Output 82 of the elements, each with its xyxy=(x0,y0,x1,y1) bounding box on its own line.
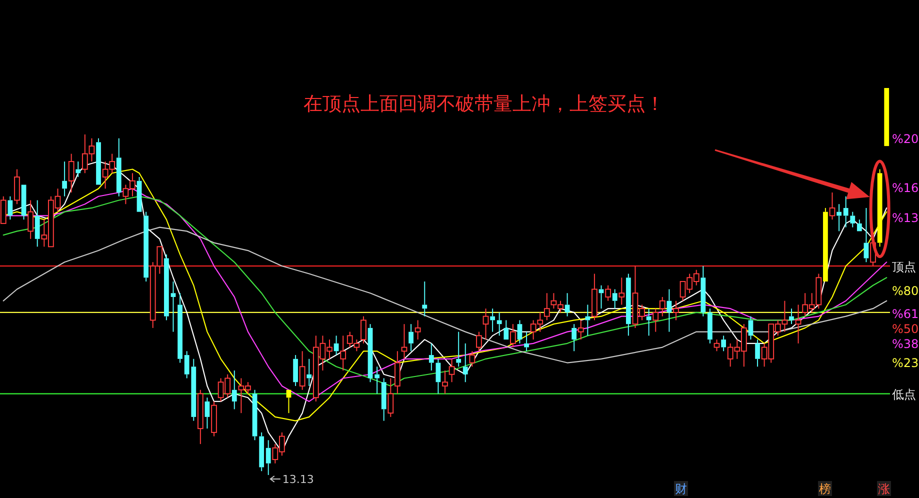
candlestick xyxy=(578,320,584,340)
ref-line-label: 顶点 xyxy=(892,260,916,274)
candlestick xyxy=(517,320,522,344)
candlestick xyxy=(626,273,631,336)
candlestick xyxy=(381,378,386,422)
candlestick xyxy=(144,211,149,282)
candlestick xyxy=(652,308,659,332)
text: 涨 xyxy=(878,482,890,496)
candlestick xyxy=(646,308,652,336)
candlestick xyxy=(252,389,258,441)
candlestick xyxy=(414,320,421,340)
candlestick xyxy=(612,288,618,310)
candlestick xyxy=(394,350,400,394)
candlestick xyxy=(232,370,237,410)
candlestick xyxy=(388,378,394,418)
text: %50 xyxy=(892,322,919,336)
candlestick xyxy=(864,207,869,263)
candlestick xyxy=(755,339,760,368)
text: %13 xyxy=(892,211,919,225)
candlestick xyxy=(462,342,468,383)
candlestick xyxy=(789,308,794,325)
candlestick xyxy=(259,432,264,472)
candlestick xyxy=(456,331,462,368)
candlestick xyxy=(170,281,176,332)
candlestick xyxy=(293,354,298,386)
candlestick xyxy=(204,397,210,430)
candlestick xyxy=(708,308,712,344)
text: %16 xyxy=(892,181,919,195)
candlestick xyxy=(524,331,529,352)
candlestick xyxy=(164,254,169,321)
text: %80 xyxy=(892,284,919,298)
text: 财 xyxy=(675,482,687,496)
candlestick xyxy=(68,153,74,193)
candlestick xyxy=(422,281,428,317)
candlestick xyxy=(368,324,373,383)
candlestick xyxy=(34,200,40,248)
candlestick xyxy=(659,296,666,317)
candlestick xyxy=(436,358,441,394)
text: %23 xyxy=(892,356,919,370)
candlestick xyxy=(62,161,67,197)
candlestick xyxy=(211,400,217,437)
candlestick xyxy=(748,316,754,340)
candlestick xyxy=(843,196,848,228)
candlestick xyxy=(28,200,34,240)
text: %20 xyxy=(892,132,919,146)
candlestick xyxy=(850,211,856,228)
candlestick xyxy=(510,324,516,348)
candlestick xyxy=(8,196,13,220)
candlestick xyxy=(374,366,380,394)
candlestick xyxy=(700,266,706,317)
text: 榜 xyxy=(819,482,831,496)
candlestick xyxy=(266,440,271,476)
candlestick xyxy=(673,300,679,321)
candlestick xyxy=(178,292,182,364)
candlestick xyxy=(442,370,448,394)
candlestick xyxy=(428,342,434,372)
candlestick xyxy=(618,277,625,306)
candlestick xyxy=(490,308,496,332)
candlestick xyxy=(721,335,726,352)
candlestick xyxy=(76,161,81,178)
candlestick xyxy=(829,192,836,220)
candlestick xyxy=(585,304,590,336)
candlestick xyxy=(14,168,20,205)
candlestick xyxy=(306,358,312,386)
candlestick xyxy=(598,284,604,310)
ref-line-label: 低点 xyxy=(892,388,916,402)
candlestick xyxy=(482,308,489,340)
candlestick xyxy=(340,335,346,372)
candlestick xyxy=(572,324,577,352)
candlestick xyxy=(564,292,570,317)
candlestick xyxy=(299,350,306,390)
text: %61 xyxy=(892,307,919,321)
candlestick xyxy=(448,358,455,383)
candlestick xyxy=(666,288,672,332)
candlestick xyxy=(496,312,502,336)
candlestick xyxy=(836,204,842,232)
annotation: 13.13 xyxy=(282,473,314,486)
candlestick xyxy=(795,304,802,344)
annotation: 在顶点上面回调不破带量上冲，上签买点！ xyxy=(304,93,664,115)
candlestick xyxy=(116,138,122,197)
text: %38 xyxy=(892,337,919,351)
candlestick xyxy=(408,324,414,352)
